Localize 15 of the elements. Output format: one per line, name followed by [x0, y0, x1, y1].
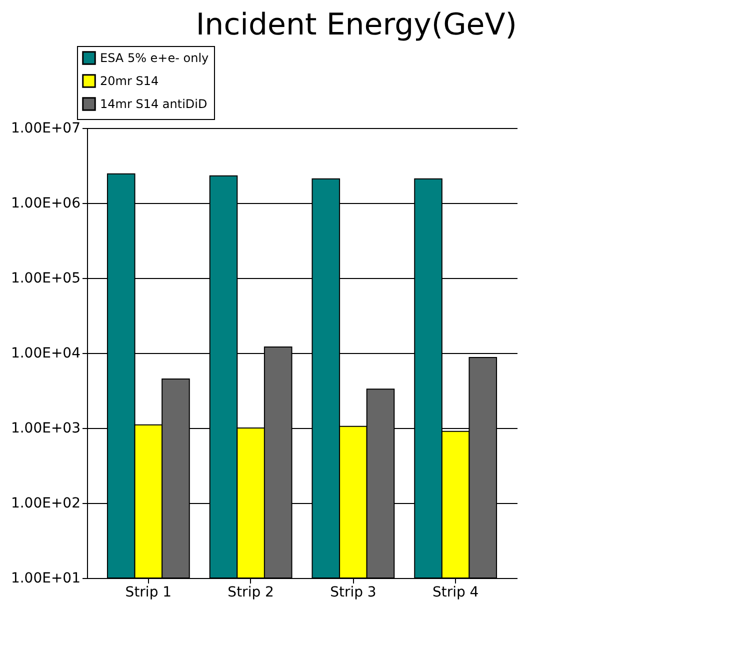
y-tick-label: 1.00E+02 — [10, 496, 80, 512]
legend-label: 14mr S14 antiDiD — [100, 97, 208, 111]
y-tick-label: 1.00E+04 — [10, 346, 81, 362]
x-tick-label: Strip 4 — [432, 584, 479, 600]
x-tick-label: Strip 1 — [125, 584, 172, 600]
y-tick-label: 1.00E+07 — [10, 120, 80, 136]
y-tick-label: 1.00E+05 — [10, 270, 80, 286]
legend-label: 20mr S14 — [100, 74, 159, 88]
legend-label: ESA 5% e+e- only — [100, 51, 209, 65]
x-tick-label: Strip 2 — [228, 584, 274, 600]
y-tick-label: 1.00E+01 — [10, 570, 80, 586]
x-tick-label: Strip 3 — [330, 584, 376, 600]
y-tick-label: 1.00E+06 — [10, 196, 81, 212]
chart-title: Incident Energy(GeV) — [196, 8, 517, 42]
y-tick-label: 1.00E+03 — [10, 420, 80, 436]
